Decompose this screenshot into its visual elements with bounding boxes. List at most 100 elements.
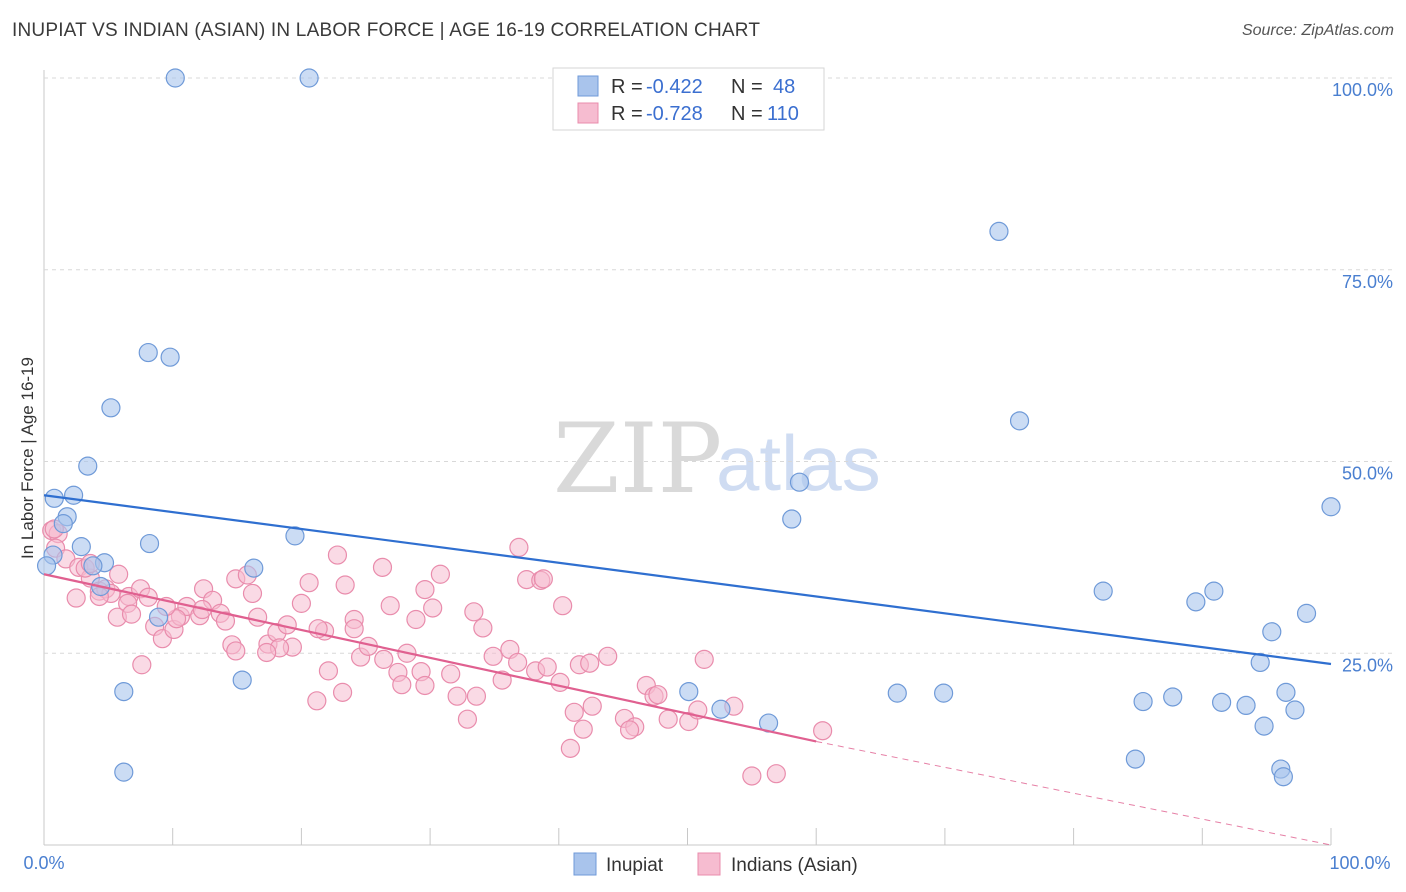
point-indians-asian-26 xyxy=(215,611,236,631)
legend-n-label-1: N = xyxy=(731,76,763,98)
point-indians-asian-69 xyxy=(598,646,618,666)
legend-n-value-1: 48 xyxy=(773,76,795,98)
point-inupiat-21 xyxy=(244,558,264,578)
point-indians-asian-56 xyxy=(464,602,484,622)
point-indians-asian-101 xyxy=(553,596,573,616)
point-indians-asian-83 xyxy=(466,686,487,706)
point-inupiat-16 xyxy=(139,533,160,554)
point-indians-asian-106 xyxy=(813,721,833,741)
point-indians-asian-68 xyxy=(582,696,602,716)
point-indians-asian-52 xyxy=(430,564,450,584)
point-indians-asian-91 xyxy=(307,691,327,711)
legend-n-value-2: 110 xyxy=(767,103,799,125)
x-axis-ticks xyxy=(172,828,1332,845)
point-indians-asian-59 xyxy=(492,670,512,690)
point-inupiat-17 xyxy=(71,537,91,557)
point-inupiat-42 xyxy=(711,699,731,719)
point-inupiat-34 xyxy=(887,683,907,703)
point-inupiat-39 xyxy=(1236,695,1256,716)
legend-n-label-2: N = xyxy=(731,103,763,125)
point-inupiat-44 xyxy=(1254,716,1274,736)
point-indians-asian-64 xyxy=(537,657,557,677)
trendline-inupiat xyxy=(43,494,1332,666)
point-inupiat-27 xyxy=(1296,603,1317,623)
point-inupiat-32 xyxy=(114,681,134,702)
point-indians-asian-86 xyxy=(392,675,412,695)
point-indians-asian-57 xyxy=(473,618,493,638)
legend-r-label-1: R = xyxy=(611,76,643,98)
point-inupiat-11 xyxy=(1321,497,1341,517)
point-inupiat-40 xyxy=(1276,682,1296,702)
point-indians-asian-85 xyxy=(415,675,435,696)
point-indians-asian-108 xyxy=(109,564,129,584)
bottom-legend-swatch-inupiat xyxy=(573,852,597,876)
point-inupiat-25 xyxy=(1204,581,1224,601)
point-indians-asian-58 xyxy=(483,646,503,666)
point-indians-asian-31 xyxy=(248,607,268,627)
point-indians-asian-66 xyxy=(564,702,584,722)
point-indians-asian-100 xyxy=(533,569,553,589)
x-tick-label-min: 0.0% xyxy=(23,853,64,873)
point-inupiat-8 xyxy=(789,472,810,492)
point-inupiat-19 xyxy=(36,556,57,576)
point-indians-asian-51 xyxy=(423,598,443,618)
watermark-atlas: atlas xyxy=(716,419,881,507)
point-indians-asian-88 xyxy=(344,619,364,639)
point-inupiat-7 xyxy=(78,456,98,476)
point-inupiat-5 xyxy=(101,398,121,418)
point-inupiat-0 xyxy=(165,68,185,88)
point-indians-asian-39 xyxy=(318,661,339,681)
watermark-zip: ZIP xyxy=(553,403,722,515)
point-indians-asian-94 xyxy=(226,641,246,661)
point-indians-asian-49 xyxy=(406,609,426,630)
point-indians-asian-37 xyxy=(299,573,319,593)
source-credit: Source: ZipAtlas.com xyxy=(1241,22,1394,39)
x-tick-label-max: 100.0% xyxy=(1329,853,1390,873)
y-axis-tick-labels: 25.0% 50.0% 75.0% 100.0% xyxy=(1332,80,1393,675)
point-indians-asian-50 xyxy=(415,579,435,600)
point-indians-asian-81 xyxy=(619,720,640,740)
point-inupiat-48 xyxy=(1273,767,1293,787)
y-tick-label-25: 25.0% xyxy=(1342,655,1393,675)
bottom-legend-label-inupiat: Inupiat xyxy=(606,855,664,876)
point-inupiat-46 xyxy=(114,762,134,782)
y-tick-label-50: 50.0% xyxy=(1342,464,1393,484)
point-inupiat-45 xyxy=(1125,749,1145,769)
bottom-legend-label-indians: Indians (Asian) xyxy=(731,855,858,876)
point-inupiat-6 xyxy=(1009,411,1030,431)
point-indians-asian-107 xyxy=(766,764,786,784)
point-inupiat-13 xyxy=(53,514,73,534)
legend-r-value-2: -0.728 xyxy=(646,103,703,125)
point-indians-asian-98 xyxy=(132,655,152,675)
legend-r-value-1: -0.422 xyxy=(646,76,703,98)
point-inupiat-28 xyxy=(148,607,169,627)
legend-swatch-inupiat xyxy=(577,75,599,97)
point-indians-asian-54 xyxy=(447,686,467,706)
point-indians-asian-61 xyxy=(508,652,528,673)
point-inupiat-36 xyxy=(1133,691,1153,712)
y-axis-label: In Labor Force | Age 16-19 xyxy=(18,357,37,559)
point-indians-asian-55 xyxy=(457,709,478,729)
point-inupiat-33 xyxy=(679,681,699,702)
y-tick-label-75: 75.0% xyxy=(1342,272,1393,292)
bottom-legend: Inupiat Indians (Asian) xyxy=(573,852,858,876)
point-indians-asian-67 xyxy=(573,719,593,739)
point-inupiat-26 xyxy=(1186,592,1206,612)
point-indians-asian-74 xyxy=(658,709,678,729)
point-inupiat-3 xyxy=(138,342,158,363)
point-indians-asian-41 xyxy=(335,575,355,595)
point-indians-asian-45 xyxy=(372,557,393,577)
point-indians-asian-16 xyxy=(121,604,142,624)
point-inupiat-15 xyxy=(285,526,305,546)
point-inupiat-29 xyxy=(1262,622,1282,642)
point-inupiat-9 xyxy=(64,485,84,505)
series-indians-asian-points xyxy=(42,519,833,786)
point-indians-asian-79 xyxy=(509,537,529,558)
point-inupiat-31 xyxy=(232,670,252,690)
point-inupiat-14 xyxy=(782,509,802,529)
point-indians-asian-102 xyxy=(580,653,600,673)
point-inupiat-22 xyxy=(83,556,103,576)
point-indians-asian-46 xyxy=(380,596,400,616)
point-indians-asian-40 xyxy=(327,545,348,565)
top-legend: R = -0.422 N = 48 R = -0.728 N = 110 xyxy=(552,67,825,131)
